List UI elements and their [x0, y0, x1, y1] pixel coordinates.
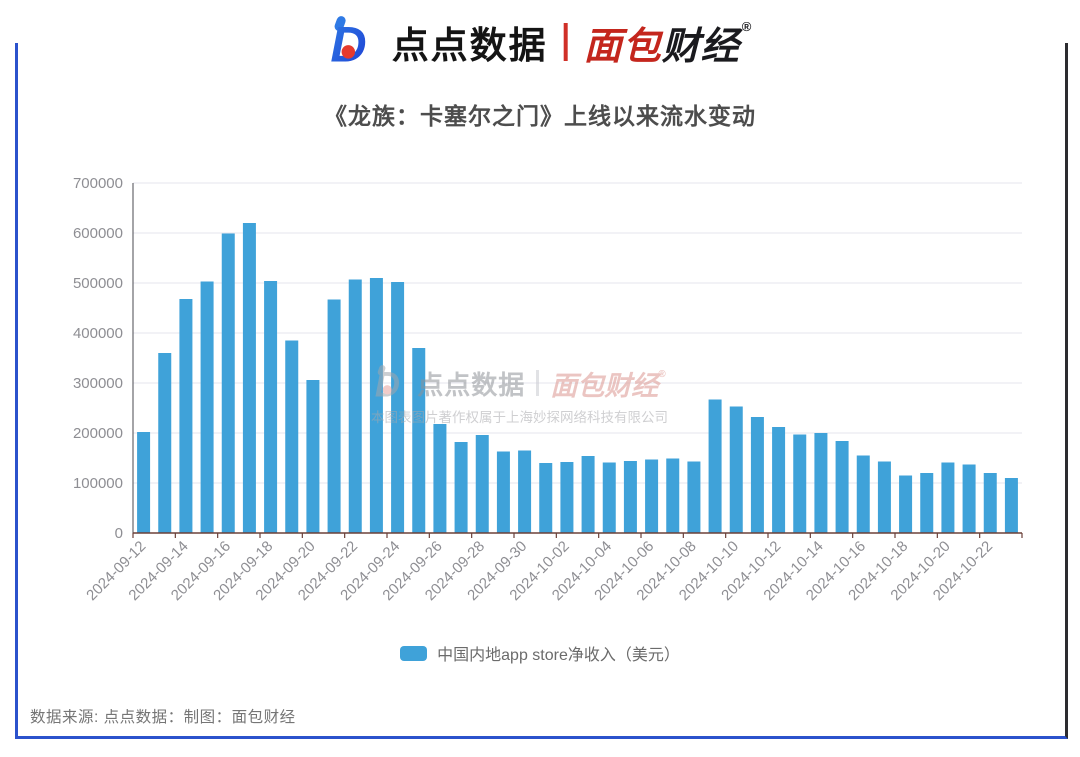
- bar-2024-09-26[interactable]: [433, 424, 447, 533]
- bar-2024-10-16[interactable]: [856, 455, 870, 534]
- bar-2024-10-04[interactable]: [602, 462, 616, 534]
- bar-2024-10-02[interactable]: [560, 462, 574, 533]
- bar-2024-09-17[interactable]: [242, 223, 256, 533]
- bar-2024-09-15[interactable]: [200, 281, 214, 534]
- y-axis-tick-label: 700000: [73, 175, 123, 192]
- bar-2024-10-14[interactable]: [814, 433, 828, 533]
- bar-2024-09-29[interactable]: [496, 451, 510, 534]
- bar-2024-10-03[interactable]: [581, 456, 595, 533]
- bar-2024-10-13[interactable]: [793, 434, 807, 534]
- bar-2024-10-12[interactable]: [772, 427, 786, 533]
- bar-2024-09-25[interactable]: [412, 348, 426, 533]
- svg-text:D: D: [330, 17, 366, 72]
- bar-2024-09-20[interactable]: [306, 380, 320, 533]
- bar-2024-10-15[interactable]: [835, 441, 849, 533]
- bar-2024-09-28[interactable]: [475, 435, 489, 533]
- bar-2024-10-18[interactable]: [899, 475, 913, 534]
- y-axis-tick-label: 300000: [73, 375, 123, 392]
- bar-2024-10-05[interactable]: [623, 461, 637, 533]
- y-axis-tick-label: 400000: [73, 325, 123, 342]
- chart-title: 《龙族：卡塞尔之门》上线以来流水变动: [324, 103, 756, 129]
- brand-mianbao-text: 面包财经 ®: [583, 18, 753, 68]
- bar-2024-09-18[interactable]: [264, 281, 278, 533]
- bar-2024-10-10[interactable]: [729, 406, 743, 534]
- bar-2024-10-08[interactable]: [687, 461, 701, 534]
- bar-2024-10-09[interactable]: [708, 399, 722, 534]
- data-source-note: 数据来源: 点点数据：制图：面包财经: [30, 709, 296, 726]
- bar-2024-10-07[interactable]: [666, 458, 680, 534]
- legend-swatch: [400, 645, 428, 661]
- bar-2024-09-19[interactable]: [285, 340, 299, 534]
- bar-2024-10-20[interactable]: [941, 462, 955, 534]
- brand-header: D 点点数据 面包财经 ®: [305, 8, 775, 76]
- revenue-bar-chart: 0 100000 200000 300000 400000 500000 600000 700…: [73, 175, 1023, 604]
- y-axis-tick-label: 500000: [73, 275, 123, 292]
- bar-2024-09-23[interactable]: [369, 278, 383, 533]
- bar-2024-10-01[interactable]: [539, 463, 553, 533]
- legend-item[interactable]: 中国内地app store净收入（美元）: [0, 641, 1080, 665]
- bar-2024-10-17[interactable]: [877, 461, 891, 534]
- y-axis-tick-label: 600000: [73, 225, 123, 242]
- bar-2024-09-22[interactable]: [348, 279, 362, 534]
- y-axis-tick-label: 0: [115, 525, 123, 542]
- bar-2024-09-27[interactable]: [454, 442, 468, 533]
- y-axis-tick-label: 200000: [73, 425, 123, 442]
- bar-2024-09-13[interactable]: [158, 353, 172, 533]
- bar-2024-09-12[interactable]: [137, 432, 151, 533]
- diandian-logo-icon: D: [330, 16, 367, 72]
- legend-label: 中国内地app store净收入（美元）: [437, 647, 680, 664]
- bar-2024-10-19[interactable]: [920, 473, 934, 533]
- registered-mark: ®: [741, 18, 753, 34]
- bar-2024-10-11[interactable]: [750, 417, 764, 533]
- bar-2024-09-30[interactable]: [518, 450, 532, 534]
- y-axis-tick-label: 100000: [73, 475, 123, 492]
- brand-divider: [563, 23, 568, 61]
- bar-2024-09-24[interactable]: [391, 282, 405, 533]
- bar-2024-10-23[interactable]: [1004, 478, 1018, 533]
- bar-2024-09-16[interactable]: [221, 233, 235, 534]
- bar-2024-09-14[interactable]: [179, 299, 193, 533]
- bar-2024-10-21[interactable]: [962, 464, 976, 534]
- bar-2024-09-21[interactable]: [327, 299, 341, 534]
- brand-diandian-text: 点点数据: [391, 25, 548, 66]
- bar-2024-10-22[interactable]: [983, 473, 997, 533]
- bar-2024-10-06[interactable]: [645, 459, 659, 534]
